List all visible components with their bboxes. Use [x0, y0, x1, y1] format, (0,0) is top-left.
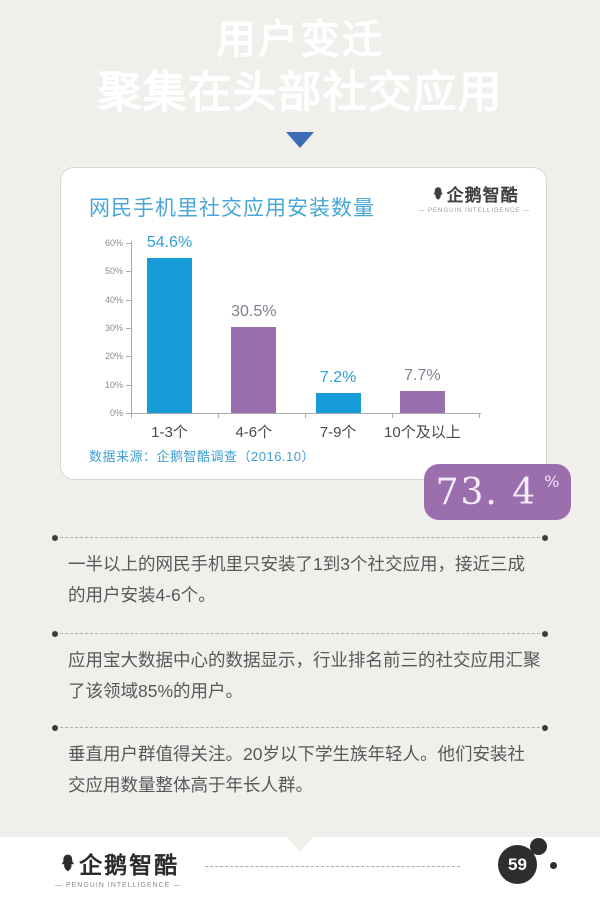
bar-value-label: 30.5%	[231, 302, 277, 320]
page-title-line2: 聚集在头部社交应用	[97, 67, 503, 117]
page-number: 59	[508, 854, 527, 874]
y-tick-mark	[126, 243, 131, 244]
stat-badge: 73. 4 %	[424, 464, 571, 520]
body-paragraph-2: 应用宝大数据中心的数据显示，行业排名前三的社交应用汇聚了该领域85%的用户。	[68, 650, 541, 701]
footer-brand-logo: 企鹅智酷 — PENGUIN INTELLIGENCE —	[55, 846, 181, 889]
bar-1-3个	[147, 258, 192, 413]
header-banner: 用户变迁 聚集在头部社交应用	[25, 0, 575, 133]
bar-10个及以上	[399, 391, 445, 413]
bar-7-9个	[315, 392, 361, 413]
y-tick-mark	[126, 271, 131, 273]
body-paragraph-1: 一半以上的网民手机里只安装了1到3个社交应用，接近三成的用户安装4-6个。	[68, 554, 525, 605]
penguin-icon	[61, 854, 75, 872]
x-category-label: 4-6个	[235, 424, 273, 441]
footer-dotted-line	[205, 866, 460, 867]
x-tick-mark	[479, 414, 480, 418]
x-tick-mark	[218, 414, 219, 418]
footer: 企鹅智酷 — PENGUIN INTELLIGENCE — 59	[0, 837, 600, 900]
card-brand-subtitle: — PENGUIN INTELLIGENCE —	[418, 208, 530, 214]
dashed-divider	[52, 535, 548, 541]
penguin-icon	[433, 187, 443, 200]
body-paragraph-3: 垂直用户群值得关注。20岁以下学生族年轻人。他们安装社交应用数量整体高于年长人群…	[68, 744, 525, 795]
x-tick-mark	[392, 414, 393, 418]
brand-row: 企鹅智酷	[418, 181, 530, 206]
stat-badge-unit: %	[544, 471, 560, 491]
bar-value-label: 7.2%	[319, 368, 357, 386]
bar-value-label: 54.6%	[146, 234, 193, 252]
dashed-divider	[52, 725, 548, 731]
y-tick-mark	[126, 384, 131, 386]
bar-4-6个	[231, 326, 277, 413]
y-tick-label: 30%	[104, 323, 123, 333]
x-tick-mark	[131, 414, 132, 418]
y-tick-label: 40%	[104, 294, 123, 305]
page-number-badge: 59	[498, 845, 537, 884]
y-tick-mark	[126, 413, 131, 414]
card-brand-logo: 企鹅智酷 — PENGUIN INTELLIGENCE —	[418, 181, 530, 214]
footer-notch-triangle	[287, 837, 313, 852]
chart-title: 网民手机里社交应用安装数量	[89, 197, 375, 220]
x-category-label: 10个及以上	[384, 424, 461, 441]
y-tick-mark	[126, 299, 131, 301]
y-tick-mark	[126, 328, 131, 329]
y-tick-label: 0%	[109, 408, 123, 418]
bar-chart: 0% 10% 20% 30% 40% 50% 60% 54.6% 1-3个 30.5% 4-6个 7.…	[91, 228, 521, 448]
footer-brand-name: 企鹅智酷	[79, 852, 180, 878]
page-title-line1: 用户变迁	[216, 17, 384, 62]
y-tick-label: 50%	[104, 266, 123, 277]
bar-value-label: 7.7%	[404, 367, 441, 385]
x-category-label: 1-3个	[151, 424, 188, 441]
footer-brand-subtitle: — PENGUIN INTELLIGENCE —	[55, 882, 182, 889]
stat-badge-value: 73. 4	[435, 471, 538, 513]
chart-card: 企鹅智酷 — PENGUIN INTELLIGENCE — 网民手机里社交应用安…	[60, 167, 547, 480]
y-axis-line	[131, 241, 132, 414]
card-brand-name: 企鹅智酷	[446, 186, 519, 205]
dashed-divider	[52, 631, 548, 637]
data-source-note: 数据来源：企鹅智酷调查（2016.10）	[89, 449, 315, 464]
y-tick-mark	[126, 356, 131, 358]
x-category-label: 7-9个	[319, 424, 357, 441]
x-axis-line	[131, 413, 481, 414]
page-bubble-dot	[550, 862, 557, 869]
brand-row: 企鹅智酷	[55, 846, 181, 880]
y-tick-label: 10%	[104, 379, 123, 390]
page-bubble-medium-circle	[530, 838, 547, 855]
x-tick-mark	[305, 414, 306, 418]
y-tick-label: 20%	[104, 351, 123, 362]
y-tick-label: 60%	[104, 238, 123, 248]
header-pointer-triangle	[286, 132, 314, 148]
